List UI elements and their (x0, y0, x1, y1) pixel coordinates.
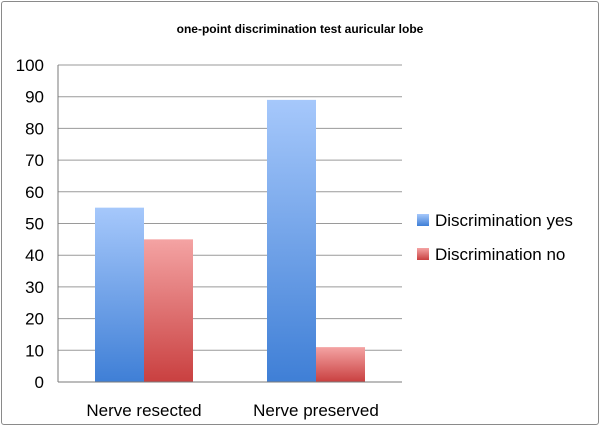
y-tick-label-30: 30 (25, 278, 44, 297)
y-tick-label-40: 40 (25, 246, 44, 265)
x-category-label-nerve-resected: Nerve resected (86, 401, 201, 420)
legend: Discrimination yes Discrimination no (417, 211, 573, 264)
y-tick-label-60: 60 (25, 183, 44, 202)
bar-discrimination-yes-2 (267, 99, 316, 383)
y-axis-ticks: 0 10 20 30 40 50 60 70 80 90 100 (16, 56, 44, 392)
y-tick-label-50: 50 (25, 215, 44, 234)
y-tick-label-0: 0 (35, 373, 44, 392)
y-tick-label-90: 90 (25, 88, 44, 107)
bar-discrimination-no-1 (144, 239, 193, 382)
bar-discrimination-yes-1 (95, 207, 144, 382)
legend-label-discrimination-yes: Discrimination yes (435, 211, 573, 230)
x-category-label-nerve-preserved: Nerve preserved (253, 401, 379, 420)
bar-discrimination-no-2 (316, 347, 365, 382)
bars (95, 99, 365, 383)
y-tick-label-80: 80 (25, 119, 44, 138)
legend-label-discrimination-no: Discrimination no (435, 245, 565, 264)
chart-title: one-point discrimination test auricular … (177, 22, 424, 36)
y-tick-label-70: 70 (25, 151, 44, 170)
y-tick-label-100: 100 (16, 56, 44, 75)
y-tick-label-10: 10 (25, 341, 44, 360)
y-tick-label-20: 20 (25, 310, 44, 329)
legend-swatch-discrimination-no (417, 248, 429, 260)
legend-swatch-discrimination-yes (417, 214, 429, 226)
x-axis-categories: Nerve resected Nerve preserved (86, 401, 378, 420)
